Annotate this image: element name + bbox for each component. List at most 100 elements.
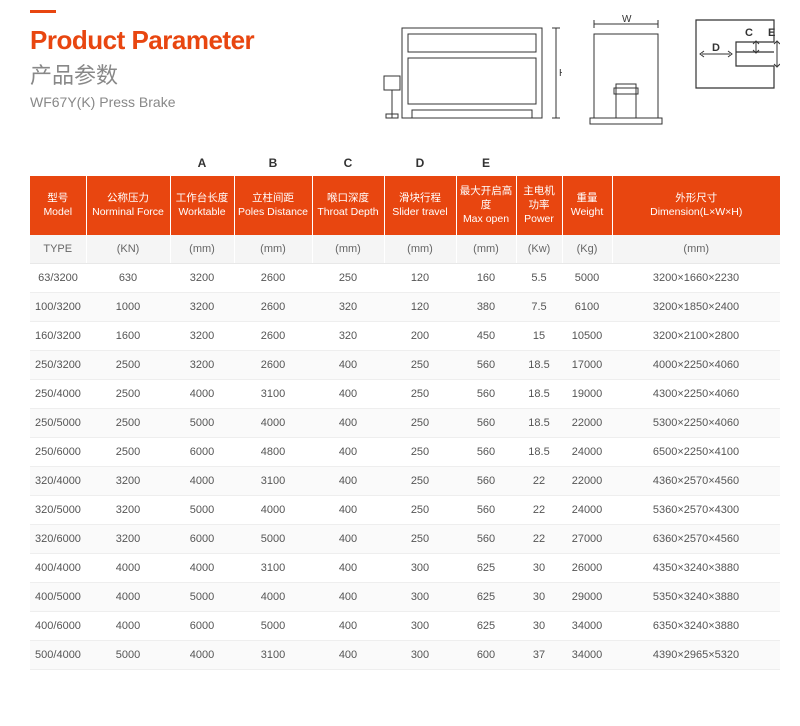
table-cell: 250/5000 bbox=[30, 408, 86, 437]
table-cell: 4000 bbox=[234, 495, 312, 524]
table-row: 250/600025006000480040025056018.52400065… bbox=[30, 437, 780, 466]
table-cell: 5000 bbox=[562, 263, 612, 292]
table-cell: 5360×2570×4300 bbox=[612, 495, 780, 524]
table-cell: 160 bbox=[456, 263, 516, 292]
diagram-throat: D C E bbox=[690, 14, 780, 94]
dim-label-e: E bbox=[768, 27, 775, 39]
table-cell: 400/6000 bbox=[30, 611, 86, 640]
letter-cell bbox=[516, 152, 562, 176]
table-cell: 320 bbox=[312, 292, 384, 321]
table-cell: 30 bbox=[516, 611, 562, 640]
table-header: 型号Model公称压力Norminal Force工作台长度Worktable立… bbox=[30, 176, 780, 235]
table-cell: 4300×2250×4060 bbox=[612, 379, 780, 408]
diagram-side: W bbox=[576, 14, 676, 134]
table-cell: 400 bbox=[312, 524, 384, 553]
table-cell: 24000 bbox=[562, 495, 612, 524]
table-cell: 3200 bbox=[86, 524, 170, 553]
column-header: 工作台长度Worktable bbox=[170, 176, 234, 235]
table-cell: 2600 bbox=[234, 263, 312, 292]
table-cell: 2500 bbox=[86, 408, 170, 437]
unit-cell: (mm) bbox=[384, 235, 456, 264]
table-cell: 3200 bbox=[170, 263, 234, 292]
table-row: 400/500040005000400040030062530290005350… bbox=[30, 582, 780, 611]
table-cell: 6000 bbox=[170, 611, 234, 640]
table-cell: 450 bbox=[456, 321, 516, 350]
table-cell: 250 bbox=[384, 495, 456, 524]
table-cell: 320 bbox=[312, 321, 384, 350]
table-cell: 3200 bbox=[170, 350, 234, 379]
letter-cell bbox=[612, 152, 780, 176]
dimension-diagrams: H W bbox=[362, 14, 780, 134]
table-cell: 400 bbox=[312, 408, 384, 437]
unit-cell: (KN) bbox=[86, 235, 170, 264]
table-cell: 34000 bbox=[562, 611, 612, 640]
dim-label-d: D bbox=[712, 42, 720, 54]
table-cell: 2600 bbox=[234, 292, 312, 321]
letter-cell: C bbox=[312, 152, 384, 176]
table-cell: 22000 bbox=[562, 466, 612, 495]
table-cell: 30 bbox=[516, 553, 562, 582]
table-cell: 3100 bbox=[234, 466, 312, 495]
table-row: 250/320025003200260040025056018.51700040… bbox=[30, 350, 780, 379]
table-row: 160/320016003200260032020045015105003200… bbox=[30, 321, 780, 350]
table-cell: 4350×3240×3880 bbox=[612, 553, 780, 582]
table-row: 250/500025005000400040025056018.52200053… bbox=[30, 408, 780, 437]
table-cell: 4360×2570×4560 bbox=[612, 466, 780, 495]
unit-cell: (mm) bbox=[612, 235, 780, 264]
table-cell: 560 bbox=[456, 437, 516, 466]
table-cell: 500/4000 bbox=[30, 640, 86, 669]
table-cell: 400 bbox=[312, 466, 384, 495]
table-cell: 17000 bbox=[562, 350, 612, 379]
table-cell: 3200×1660×2230 bbox=[612, 263, 780, 292]
table-cell: 7.5 bbox=[516, 292, 562, 321]
table-cell: 5000 bbox=[170, 582, 234, 611]
table-cell: 24000 bbox=[562, 437, 612, 466]
table-cell: 560 bbox=[456, 408, 516, 437]
column-header: 型号Model bbox=[30, 176, 86, 235]
table-cell: 400/5000 bbox=[30, 582, 86, 611]
parameter-table: ABCDE 型号Model公称压力Norminal Force工作台长度Work… bbox=[30, 152, 780, 670]
table-cell: 6350×3240×3880 bbox=[612, 611, 780, 640]
table-cell: 250/4000 bbox=[30, 379, 86, 408]
column-header: 公称压力Norminal Force bbox=[86, 176, 170, 235]
page-title-en: Product Parameter bbox=[30, 25, 254, 56]
table-cell: 625 bbox=[456, 582, 516, 611]
table-cell: 4000 bbox=[170, 466, 234, 495]
table-cell: 120 bbox=[384, 263, 456, 292]
letter-cell bbox=[562, 152, 612, 176]
table-cell: 3200×1850×2400 bbox=[612, 292, 780, 321]
table-cell: 625 bbox=[456, 611, 516, 640]
unit-cell: (Kw) bbox=[516, 235, 562, 264]
table-cell: 300 bbox=[384, 640, 456, 669]
table-cell: 5000 bbox=[170, 408, 234, 437]
unit-cell: (mm) bbox=[170, 235, 234, 264]
table-cell: 5350×3240×3880 bbox=[612, 582, 780, 611]
table-row: 63/3200630320026002501201605.550003200×1… bbox=[30, 263, 780, 292]
table-cell: 2500 bbox=[86, 437, 170, 466]
table-cell: 3200 bbox=[170, 321, 234, 350]
table-cell: 3200 bbox=[86, 466, 170, 495]
unit-row: TYPE(KN)(mm)(mm)(mm)(mm)(mm)(Kw)(Kg)(mm) bbox=[30, 235, 780, 264]
table-cell: 320/6000 bbox=[30, 524, 86, 553]
table-cell: 120 bbox=[384, 292, 456, 321]
table-cell: 250 bbox=[312, 263, 384, 292]
table-cell: 10500 bbox=[562, 321, 612, 350]
table-cell: 300 bbox=[384, 611, 456, 640]
unit-cell: TYPE bbox=[30, 235, 86, 264]
letter-cell: E bbox=[456, 152, 516, 176]
unit-cell: (Kg) bbox=[562, 235, 612, 264]
table-cell: 29000 bbox=[562, 582, 612, 611]
column-header: 最大开启高度Max open bbox=[456, 176, 516, 235]
column-header: 外形尺寸Dimension(L×W×H) bbox=[612, 176, 780, 235]
letter-cell bbox=[86, 152, 170, 176]
letter-row: ABCDE bbox=[30, 152, 780, 176]
table-cell: 3200 bbox=[86, 495, 170, 524]
unit-cell: (mm) bbox=[312, 235, 384, 264]
table-cell: 2600 bbox=[234, 350, 312, 379]
table-cell: 2500 bbox=[86, 379, 170, 408]
accent-bar bbox=[30, 10, 56, 13]
column-header: 主电机功率Power bbox=[516, 176, 562, 235]
table-cell: 400 bbox=[312, 350, 384, 379]
table-cell: 3100 bbox=[234, 379, 312, 408]
table-cell: 380 bbox=[456, 292, 516, 321]
